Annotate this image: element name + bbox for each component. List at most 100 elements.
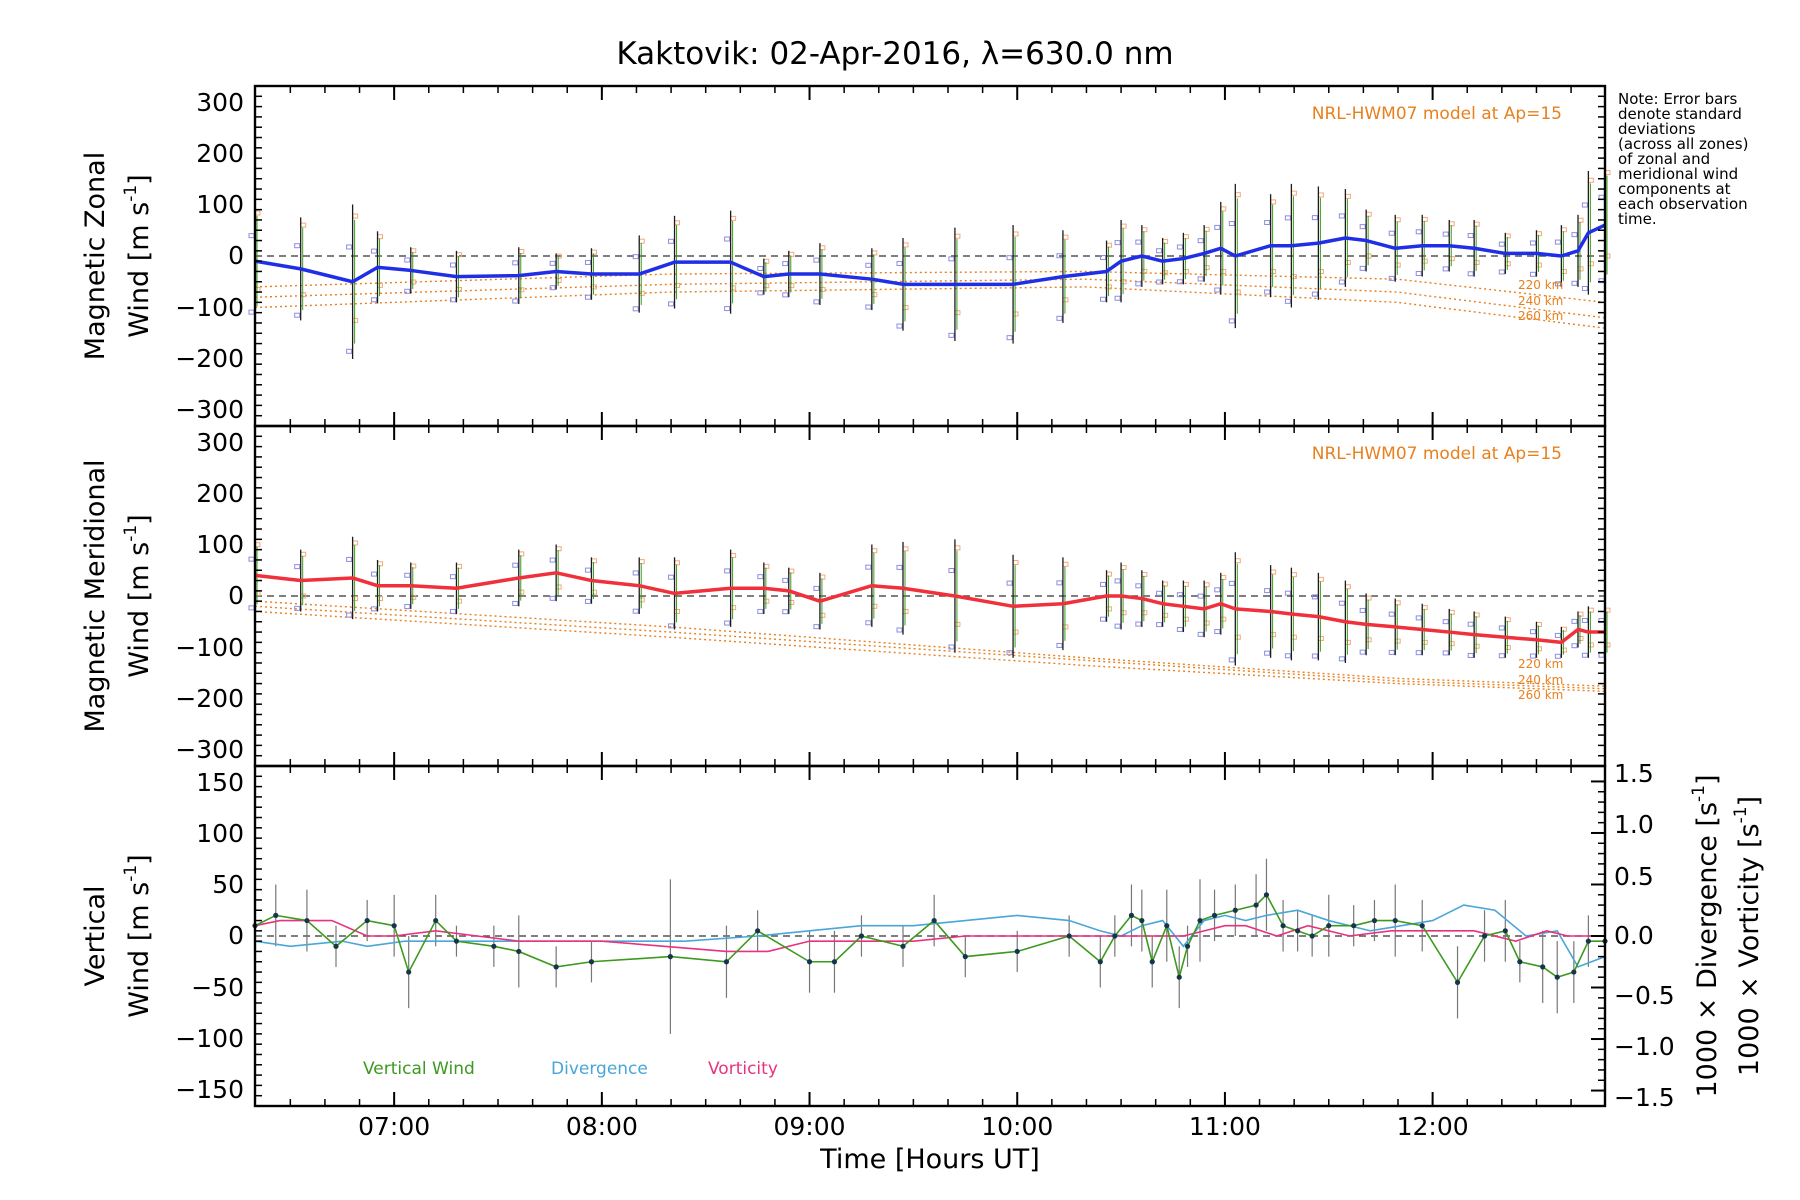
zone-sample-mark xyxy=(1359,224,1366,230)
zone-sample-mark xyxy=(449,297,456,303)
note-line: time. xyxy=(1618,210,1657,228)
vertical-wind-point xyxy=(491,943,497,949)
zone-sample-mark xyxy=(371,606,378,612)
vertical-wind-point xyxy=(667,954,673,960)
note-line: denote standard xyxy=(1618,105,1742,123)
vertical-panel: 150 100 50 0 −50 −100 −150 1.5 1.0 0.5 0… xyxy=(80,759,1765,1112)
zonal-ylabel-line2: Wind [m s-1] xyxy=(121,174,155,337)
zone-sample-mark xyxy=(1284,590,1291,596)
vertical-wind-point xyxy=(831,959,838,965)
zone-sample-mark xyxy=(1056,580,1063,586)
zone-sample-mark xyxy=(782,261,789,267)
zone-sample-mark xyxy=(1442,266,1449,272)
zone-sample-mark xyxy=(1571,280,1578,286)
zone-sample-mark xyxy=(1359,649,1366,655)
vertical-wind-point xyxy=(900,943,906,949)
zone-sample-mark xyxy=(757,265,764,271)
zone-sample-mark xyxy=(757,574,764,580)
vertical-ytick-label: −100 xyxy=(175,1024,244,1053)
zone-sample-mark xyxy=(948,256,955,262)
vertical-wind-point xyxy=(553,964,559,970)
zone-sample-mark xyxy=(632,608,639,614)
vertical-wind-point xyxy=(1232,907,1238,913)
zone-sample-mark xyxy=(865,564,872,570)
zone-sample-mark xyxy=(449,608,456,614)
zone-sample-mark xyxy=(1228,580,1235,586)
zone-sample-mark xyxy=(1338,279,1345,285)
zonal-ytick-label: 300 xyxy=(196,88,244,117)
zone-sample-mark xyxy=(1264,588,1271,594)
zone-sample-mark xyxy=(668,574,675,580)
zone-sample-mark xyxy=(1284,298,1291,304)
zone-sample-mark xyxy=(1529,653,1536,659)
vertical-wind-point xyxy=(1184,943,1191,949)
vertical-y2tick-label: 0.5 xyxy=(1614,862,1654,891)
zone-sample-mark xyxy=(1214,587,1221,593)
vertical-wind-point xyxy=(453,938,460,944)
zone-sample-mark xyxy=(346,244,353,250)
vertical-wind-point xyxy=(1164,923,1170,929)
vertical-wind-point xyxy=(1371,917,1378,924)
vertical-wind-point xyxy=(755,928,761,934)
zone-sample-mark xyxy=(1228,318,1235,324)
zone-sample-mark xyxy=(549,595,556,601)
zone-sample-mark xyxy=(1388,230,1395,236)
zone-sample-mark xyxy=(1442,650,1449,656)
meridional-alt-label: 240 km xyxy=(1518,673,1563,687)
zonal-ylabel-line1: Magnetic Zonal xyxy=(80,152,111,360)
zone-sample-mark xyxy=(1114,295,1121,301)
vertical-wind-point xyxy=(273,912,279,918)
zone-sample-mark xyxy=(1467,621,1474,627)
note-line: (across all zones) xyxy=(1618,135,1748,153)
zone-sample-mark xyxy=(294,564,301,570)
zone-sample-mark xyxy=(1581,617,1588,623)
zone-sample-mark xyxy=(294,312,301,318)
zone-sample-mark xyxy=(948,332,955,338)
zone-sample-mark xyxy=(813,257,820,263)
zone-sample-mark xyxy=(813,299,820,305)
vertical-wind-point xyxy=(1554,974,1560,980)
zone-sample-mark xyxy=(1442,619,1449,625)
zone-sample-mark xyxy=(1442,231,1449,237)
zone-sample-mark xyxy=(1100,296,1107,302)
meridional-ytick-label: 200 xyxy=(196,479,244,508)
vertical-wind-point xyxy=(1481,933,1488,939)
vertical-wind-point xyxy=(1309,933,1315,939)
meridional-plot-layer xyxy=(248,536,1611,693)
zone-sample-mark xyxy=(404,257,411,263)
zone-sample-mark xyxy=(1228,221,1235,227)
zone-sample-mark xyxy=(865,262,872,268)
vertical-wind-point xyxy=(304,917,310,924)
note-block: Note: Error bars denote standard deviati… xyxy=(1618,90,1748,228)
zone-sample-mark xyxy=(404,572,411,578)
vertical-wind-point xyxy=(1197,917,1203,924)
zone-sample-mark xyxy=(294,243,301,249)
zone-sample-mark xyxy=(371,248,378,254)
zone-sample-mark xyxy=(1415,650,1422,656)
zone-sample-mark xyxy=(724,620,731,626)
zone-sample-mark xyxy=(1498,625,1505,631)
zone-sample-mark xyxy=(896,627,903,633)
vertical-wind-point xyxy=(962,954,968,960)
zone-sample-mark xyxy=(549,285,556,291)
zone-sample-mark xyxy=(1359,607,1366,613)
vertical-wind-point xyxy=(1014,948,1020,955)
note-line: Note: Error bars xyxy=(1618,90,1738,108)
legend-divergence: Divergence xyxy=(551,1059,648,1079)
vertical-wind-point xyxy=(391,923,397,929)
vertical-wind-point xyxy=(333,943,339,949)
vertical-wind-point xyxy=(1149,959,1155,965)
vertical-wind-point xyxy=(406,969,412,975)
zone-sample-mark xyxy=(1135,583,1142,589)
legend-vertical-wind: Vertical Wind xyxy=(363,1059,475,1079)
x-tick-label: 08:00 xyxy=(566,1112,638,1141)
zone-sample-mark xyxy=(1415,271,1422,277)
note-line: components at xyxy=(1618,180,1731,198)
vertical-y2tick-label: 0.0 xyxy=(1614,921,1654,950)
vertical-ytick-label: 50 xyxy=(212,870,244,899)
vertical-ylabel-line1: Vertical xyxy=(80,885,111,986)
zone-sample-mark xyxy=(1388,275,1395,281)
vertical-y2tick-label: −1.0 xyxy=(1614,1032,1675,1061)
zone-sample-mark xyxy=(294,605,301,611)
